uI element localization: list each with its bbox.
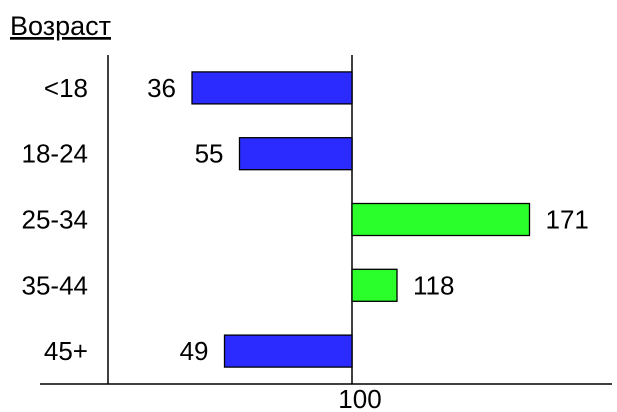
bar-35-44 bbox=[351, 268, 398, 302]
category-label: <18 bbox=[44, 73, 88, 103]
category-label: 35-44 bbox=[22, 270, 89, 300]
bar-18-24 bbox=[238, 137, 353, 171]
category-label: 25-34 bbox=[22, 205, 89, 235]
bar-45+ bbox=[223, 334, 353, 368]
category-label: 18-24 bbox=[22, 139, 89, 169]
category-label: 45+ bbox=[44, 336, 88, 366]
chart-title: Возраст bbox=[10, 11, 111, 41]
bar-<18 bbox=[191, 71, 353, 105]
bar-25-34 bbox=[351, 202, 531, 237]
value-label: 55 bbox=[195, 139, 224, 169]
x-tick-label: 100 bbox=[338, 384, 381, 412]
value-label: 171 bbox=[546, 205, 589, 235]
value-label: 49 bbox=[180, 336, 209, 366]
value-label: 118 bbox=[413, 270, 454, 300]
bars-group: <18 36 18-24 55 25-34 171 35-44 118 45+ 49 bbox=[22, 71, 589, 368]
value-label: 36 bbox=[147, 73, 176, 103]
